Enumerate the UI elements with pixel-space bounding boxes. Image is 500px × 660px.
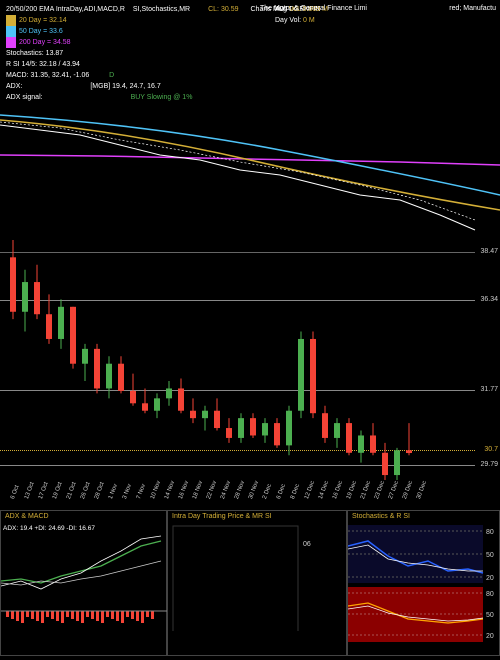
header-block: 20/50/200 EMA IntraDay,ADI,MACD,R SI,Sto… [0,0,500,107]
macd-suffix: D [109,70,114,81]
ema50-label: 50 Day = 33.6 [6,26,63,37]
stochastics-panel[interactable]: Stochastics & R SI 805020805020 [347,510,500,656]
cl-label: CL: [208,6,219,13]
ema-chart-svg [0,100,500,240]
day-vol-value: 0 M [303,17,315,24]
adx-val: [MGB] 19.4, 24.7, 16.7 [90,81,160,92]
adx-macd-panel[interactable]: ADX & MACD ADX: 19.4 +DI: 24.69 -DI: 16.… [0,510,167,656]
svg-text:80: 80 [486,591,494,598]
ema200-label: 200 Day = 34.58 [6,37,71,48]
adx-label-line: ADX: 19.4 +DI: 24.69 -DI: 16.67 [3,525,95,532]
svg-text:80: 80 [486,529,494,536]
stoch-svg: 80 50 20 80 50 20 [348,511,500,643]
stoch-header: Stochastics: 13.87 [6,48,494,59]
intraday-panel[interactable]: Intra Day Trading Price & MR SI 06 [167,510,347,656]
ema20-label: 20 Day = 32.14 [6,15,67,26]
day-vol-label: Day Vol: [275,17,301,24]
adx-label: ADX: [6,81,22,92]
svg-text:20: 20 [486,575,494,582]
candle-panel[interactable]: 38.4736.3431.7730.729.79 6 Oct13 Oct17 O… [0,240,500,510]
rsi-header: R SI 14/5: 32.18 / 43.94 [6,59,494,70]
svg-text:50: 50 [486,552,494,559]
title-right: The Motor & General Finance Limi [260,3,367,14]
cl-value: 30.59 [221,6,239,13]
svg-text:20: 20 [486,633,494,640]
intraday-svg: 06 [168,511,348,631]
x-axis-ticks: 6 Oct13 Oct17 Oct19 Oct21 Oct26 Oct28 Oc… [0,484,500,504]
candle-chart-svg [0,240,475,480]
title-c1: SI,Stochastics,MR [133,4,190,15]
macd-header: MACD: 31.35, 32.41, -1.06 [6,70,89,81]
svg-text:50: 50 [486,612,494,619]
svg-text:06: 06 [303,541,311,548]
ema-panel[interactable] [0,100,500,240]
title-left: 20/50/200 EMA IntraDay,ADI,MACD,R [6,4,125,15]
bottom-panels: ADX & MACD ADX: 19.4 +DI: 24.69 -DI: 16.… [0,510,500,656]
title-far-right: red; Manufactu [449,3,496,14]
